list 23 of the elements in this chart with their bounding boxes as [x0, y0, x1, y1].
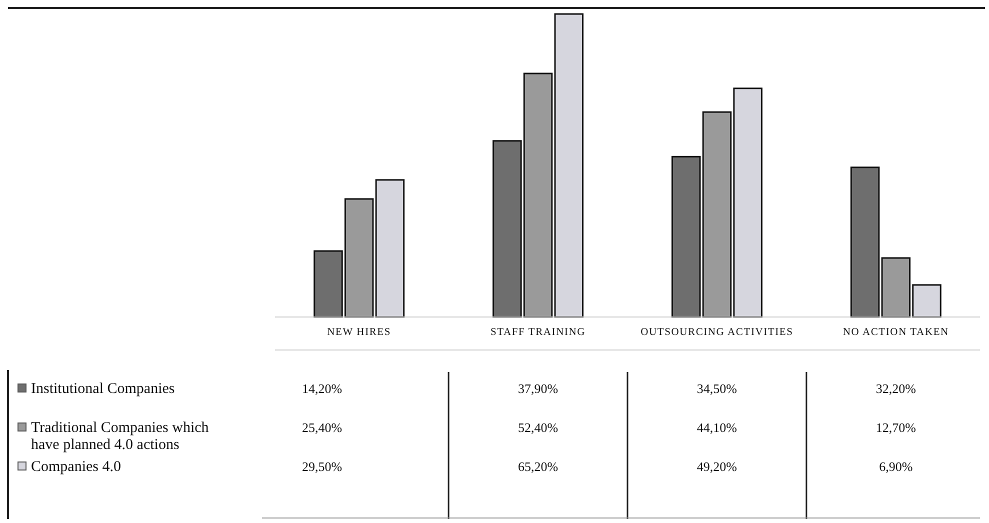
- legend-label: Institutional Companies: [31, 381, 175, 397]
- legend-label: Traditional Companies which have planned 4.0 actions: [31, 420, 210, 453]
- data-label: 52,40%: [518, 420, 558, 435]
- x-tick-label: STAFF TRAINING: [490, 327, 586, 338]
- data-label: 37,90%: [518, 381, 558, 396]
- x-tick-label: NO ACTION TAKEN: [842, 327, 949, 338]
- x-tick-label: NEW HIRES: [327, 327, 392, 338]
- data-label: 44,10%: [696, 420, 738, 435]
- bar: [554, 13, 584, 318]
- bar: [850, 166, 880, 318]
- data-label: 65,20%: [518, 459, 558, 474]
- data-label: 49,20%: [696, 459, 738, 474]
- bar: [375, 179, 405, 318]
- data-label: 14,20%: [302, 381, 342, 396]
- data-label: 29,50%: [302, 459, 342, 474]
- data-label: 12,70%: [876, 420, 916, 435]
- legend-label: Companies 4.0: [31, 459, 121, 475]
- bar: [671, 156, 701, 318]
- data-label: 25,40%: [302, 420, 342, 435]
- data-label: 34,50%: [696, 381, 738, 396]
- data-label: 32,20%: [876, 381, 916, 396]
- x-tick-label: OUTSOURCING ACTIVITIES: [640, 327, 794, 338]
- data-label: 6,90%: [879, 459, 913, 474]
